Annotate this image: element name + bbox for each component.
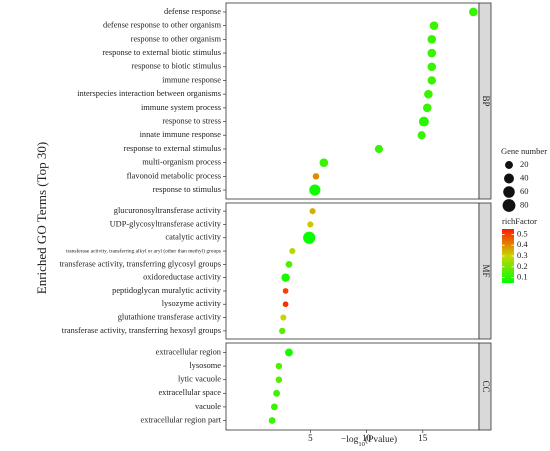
term-label: lysozyme activity — [162, 299, 222, 308]
size-legend-label: 60 — [520, 186, 529, 196]
data-point — [319, 158, 329, 167]
size-legend-label: 40 — [520, 172, 529, 182]
data-point — [282, 301, 289, 308]
term-label: response to other organism — [131, 34, 222, 43]
term-label: peptidoglycan muralytic activity — [112, 286, 222, 295]
data-point — [309, 184, 321, 196]
data-point — [268, 417, 276, 424]
color-legend-label: 0.2 — [517, 261, 528, 271]
term-label: response to external biotic stimulus — [102, 48, 221, 57]
facet-panel-mf: MF glucuronosyltransferase activity UDP-gl… — [59, 202, 492, 340]
facet-strip-label: BP — [481, 95, 491, 106]
term-label: interspecies interaction between organis… — [77, 89, 221, 98]
data-point — [427, 76, 436, 85]
term-label: response to stimulus — [153, 185, 221, 194]
term-label: extracellular region part — [141, 415, 222, 424]
term-label: defense response to other organism — [103, 21, 221, 30]
data-point — [281, 273, 290, 282]
color-bar — [502, 229, 514, 283]
data-point — [275, 376, 283, 383]
term-label: defense response — [164, 7, 221, 16]
y-axis-title: Enriched GO Terms (Top 30) — [34, 142, 49, 294]
size-legend-key — [502, 199, 516, 212]
term-label: extracellular region — [156, 347, 222, 356]
color-legend-label: 0.4 — [517, 239, 528, 249]
color-legend-label: 0.1 — [517, 272, 528, 282]
facet-panels: BP defense response defense response to ot… — [59, 2, 492, 431]
data-point — [429, 21, 439, 30]
size-legend-title: Gene number — [501, 146, 547, 156]
facet-strip-label: CC — [481, 380, 491, 392]
legend: Gene number20406080richFactor0.50.40.30.… — [501, 146, 547, 283]
term-label: multi-organism process — [142, 158, 221, 167]
term-label: immune system process — [141, 103, 221, 112]
data-point — [374, 144, 384, 154]
facet-strip — [478, 2, 492, 200]
data-point — [280, 314, 287, 321]
term-label: extracellular space — [158, 388, 221, 397]
panel-frame — [225, 202, 480, 340]
color-legend-label: 0.3 — [517, 250, 528, 260]
x-axis: 5 10 15 — [308, 430, 428, 443]
data-point — [427, 62, 437, 72]
data-point — [312, 173, 320, 180]
data-point — [303, 231, 316, 244]
term-label: immune response — [162, 75, 221, 84]
data-point — [422, 103, 432, 113]
data-point — [427, 35, 437, 44]
data-point — [275, 362, 283, 370]
data-point — [427, 48, 437, 58]
term-label: glucuronosyltransferase activity — [114, 206, 222, 215]
color-legend-label: 0.5 — [517, 228, 528, 238]
term-label: vacuole — [195, 402, 221, 411]
term-label: response to biotic stimulus — [131, 62, 221, 71]
data-point — [424, 89, 433, 99]
x-axis-title: −log10(Pvalue) — [341, 434, 397, 448]
term-label: lytic vacuole — [178, 375, 221, 384]
term-label: glutathione transferase activity — [118, 312, 222, 321]
data-point — [285, 260, 293, 268]
facet-strip-label: MF — [481, 264, 491, 277]
data-point — [418, 116, 429, 127]
data-point — [309, 208, 316, 215]
color-legend-title: richFactor — [502, 216, 537, 226]
size-legend-key — [504, 173, 514, 184]
data-point — [273, 389, 281, 397]
size-legend-label: 80 — [520, 199, 529, 209]
data-point — [282, 288, 289, 294]
term-label: response to external stimulus — [124, 144, 221, 153]
data-point — [289, 247, 296, 255]
data-point — [417, 131, 426, 140]
panel-frame — [225, 2, 480, 200]
term-label: transferase activity, transferring hexos… — [62, 326, 221, 335]
term-label: response to stress — [162, 116, 221, 125]
term-label: UDP-glycosyltransferase activity — [110, 219, 222, 228]
term-label: innate immune response — [140, 130, 222, 139]
x-tick-label: 15 — [418, 433, 428, 443]
data-point — [285, 348, 293, 357]
size-legend-key — [503, 186, 515, 198]
panel-frame — [225, 342, 480, 431]
data-point — [279, 327, 286, 334]
x-tick-label: 10 — [362, 433, 372, 443]
facet-panel-cc: CC extracellular region lysosome lytic vacu… — [141, 342, 492, 431]
facet-panel-bp: BP defense response defense response to ot… — [77, 2, 492, 200]
term-label: flavonoid metabolic process — [127, 171, 221, 180]
facet-strip — [478, 342, 492, 431]
size-legend-label: 20 — [520, 159, 529, 169]
x-tick-label: 5 — [308, 433, 313, 443]
data-point — [469, 7, 478, 17]
term-label: oxidoreductase activity — [143, 273, 222, 282]
data-point — [307, 221, 314, 228]
term-label: transferase activity, transferring glyco… — [59, 259, 221, 268]
term-label: transferase activity, transferring alkyl… — [66, 247, 221, 254]
term-label: lysosome — [189, 361, 221, 370]
term-label: catalytic activity — [165, 233, 221, 242]
data-point — [270, 403, 278, 411]
size-legend-key — [505, 161, 513, 169]
facet-strip — [478, 202, 492, 340]
